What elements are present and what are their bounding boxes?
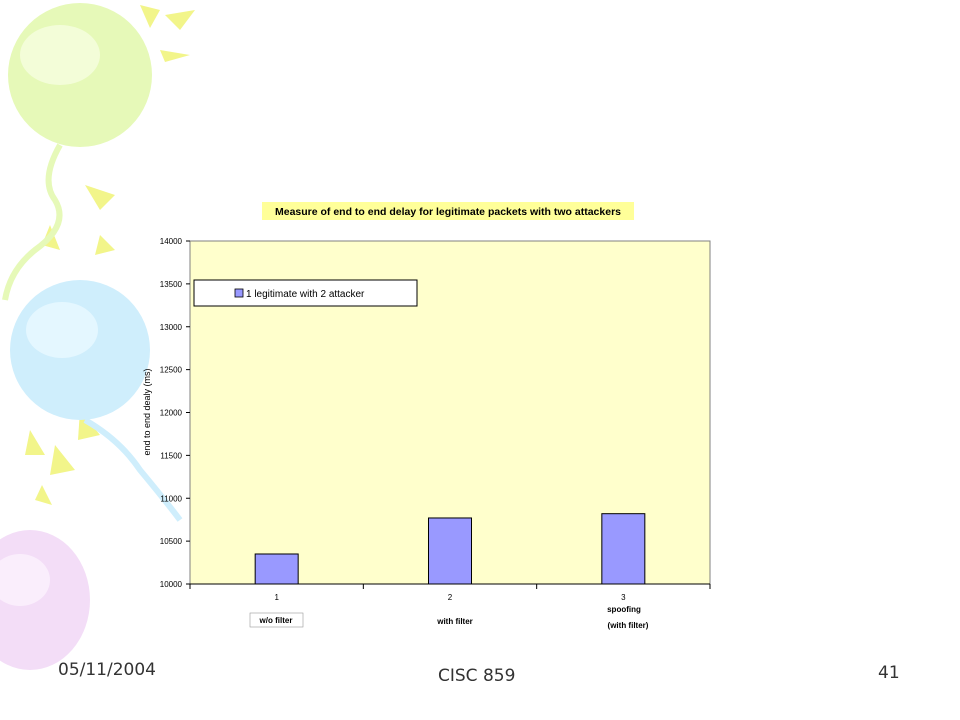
y-tick-label: 13500 — [160, 280, 183, 289]
subcat-label-3: spoofing (with filter) — [607, 605, 649, 630]
footer-date: 05/11/2004 — [58, 660, 156, 680]
y-tick-label: 10500 — [160, 537, 183, 546]
subcat-label-2: with filter — [436, 617, 473, 626]
y-tick-label: 11500 — [160, 451, 182, 460]
x-tick-label: 3 — [621, 593, 626, 602]
blue-balloon-decoration — [10, 280, 183, 522]
pink-balloon-decoration — [0, 530, 90, 670]
x-axis: 1 2 3 — [189, 583, 711, 602]
chart-title-background — [262, 202, 634, 220]
legend-swatch — [234, 288, 244, 298]
y-tick-label: 11000 — [160, 494, 182, 503]
y-tick-label: 12000 — [160, 409, 183, 418]
y-tick-label: 10000 — [160, 580, 183, 589]
page-number: 41 — [878, 663, 900, 683]
bar-series — [254, 513, 646, 585]
y-axis-label: end to end dealy (ms) — [142, 368, 152, 455]
y-tick-label: 13000 — [160, 323, 183, 332]
legend-box — [193, 279, 418, 307]
bar — [254, 553, 299, 585]
legend: 1 legitimate with 2 attacker — [193, 279, 418, 307]
sun-rays-decoration — [25, 5, 195, 505]
legend-label: 1 legitimate with 2 attacker — [246, 289, 365, 300]
y-axis-ticks: 10000 10500 11000 11500 12000 12500 13000 13500… — [160, 237, 190, 589]
subcat-label-1: w/o filter — [259, 616, 293, 625]
x-tick-label: 2 — [448, 593, 453, 602]
y-tick-label: 12500 — [160, 366, 183, 375]
x-tick-label: 1 — [274, 593, 279, 602]
footer-course: CISC 859 — [438, 666, 516, 686]
bar — [428, 517, 472, 585]
y-tick-label: 14000 — [160, 237, 183, 246]
subcat-label-box-1 — [249, 612, 304, 628]
bar — [601, 513, 646, 585]
chart-title: Measure of end to end delay for legitima… — [275, 206, 621, 218]
green-balloon-decoration — [2, 3, 152, 301]
